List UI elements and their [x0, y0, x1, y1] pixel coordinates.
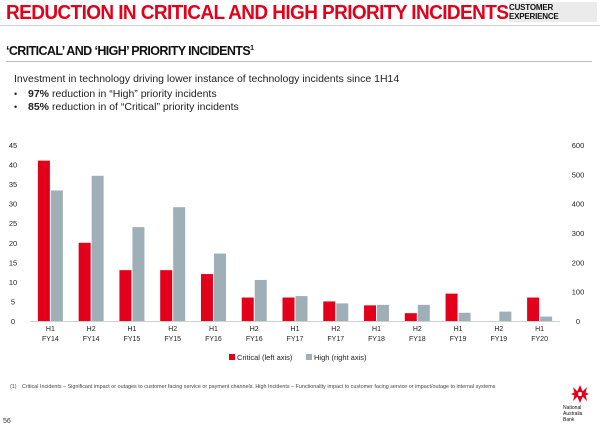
high-bar [336, 303, 349, 321]
right-axis-tick-label: 300 [572, 229, 585, 238]
right-axis-tick-label: 600 [572, 141, 585, 150]
critical-bar [404, 313, 417, 321]
left-axis-tick-label: 30 [9, 200, 17, 209]
x-axis-tick-label: H2 [250, 326, 259, 333]
x-axis-tick-label: FY17 [327, 336, 344, 343]
high-bar [499, 311, 512, 321]
critical-bar [37, 160, 50, 321]
page-number: 56 [3, 418, 11, 425]
bullet-highlight: 85% [28, 100, 50, 113]
x-axis-tick-label: FY18 [409, 336, 426, 343]
bullet-text: reduction in of “Critical” priority inci… [52, 100, 239, 113]
high-bar [540, 316, 553, 321]
logo-text-line: Australia [563, 411, 583, 417]
critical-bar [160, 270, 173, 321]
left-axis-tick-label: 10 [9, 278, 17, 287]
x-axis-tick-label: FY15 [164, 336, 181, 343]
legend-label-high: High (right axis) [314, 353, 367, 362]
left-axis-tick-label: 20 [9, 239, 17, 248]
bullet-list: • 97% reduction in “High” priority incid… [14, 87, 239, 113]
x-axis-tick-label: H1 [209, 326, 218, 333]
critical-bar [364, 305, 377, 321]
x-axis-tick-label: FY17 [287, 336, 304, 343]
intro-text: Investment in technology driving lower i… [14, 73, 400, 85]
x-axis-tick-label: FY19 [450, 336, 467, 343]
right-axis-tick-label: 400 [572, 200, 585, 209]
left-axis-tick-label: 15 [9, 258, 17, 267]
right-axis-tick-label: 0 [576, 317, 580, 326]
critical-bar [241, 297, 254, 321]
x-axis-tick-label: H1 [46, 326, 55, 333]
page-title: REDUCTION IN CRITICAL AND HIGH PRIORITY … [6, 2, 509, 25]
x-axis-tick-label: H2 [87, 326, 96, 333]
x-axis-tick-label: H2 [413, 326, 422, 333]
critical-bar [119, 270, 132, 321]
chart-section-title: ‘CRITICAL’ AND ‘HIGH’ PRIORITY INCIDENTS… [6, 44, 254, 58]
left-axis-tick-label: 35 [9, 180, 17, 189]
x-axis-tick-label: H1 [372, 326, 381, 333]
bullet-text: reduction in “High” priority incidents [52, 87, 217, 100]
high-bar [417, 304, 430, 321]
logo-text: National Australia Bank [563, 405, 597, 423]
x-axis-tick-label: H2 [168, 326, 177, 333]
critical-bar [282, 297, 295, 321]
x-axis-tick-label: FY20 [531, 336, 548, 343]
bullet-icon: • [14, 101, 18, 112]
high-bar [173, 207, 186, 321]
critical-bar [527, 297, 540, 321]
star-logo-icon [571, 385, 589, 403]
left-axis-tick-label: 40 [9, 161, 17, 170]
logo-text-line: National [563, 405, 582, 411]
x-axis-tick-label: FY14 [42, 336, 59, 343]
critical-bar [445, 293, 458, 321]
legend-swatch-critical [229, 354, 235, 360]
x-axis-tick-label: FY16 [246, 336, 263, 343]
section-divider [6, 61, 592, 62]
high-bar [458, 312, 471, 321]
critical-bar [200, 274, 213, 321]
bullet-item: • 97% reduction in “High” priority incid… [14, 87, 239, 100]
incidents-chart: 0 5 10 15 20 25 30 35 40 45 0 100 200 300 400 500 600 H1 F… [9, 141, 585, 362]
chart-section-title-text: ‘CRITICAL’ AND ‘HIGH’ PRIORITY INCIDENTS [6, 44, 251, 58]
x-axis-tick-label: H1 [454, 326, 463, 333]
high-bar [132, 227, 145, 321]
x-axis-tick-label: H1 [535, 326, 544, 333]
high-bar [91, 175, 104, 321]
x-axis-tick-label: FY15 [124, 336, 141, 343]
x-axis-tick-label: H2 [331, 326, 340, 333]
right-axis-tick-label: 200 [572, 258, 585, 267]
title-divider [0, 25, 600, 26]
critical-bar [323, 301, 336, 321]
x-axis-tick-label: FY14 [83, 336, 100, 343]
right-axis-tick-label: 100 [572, 288, 585, 297]
footnote-ref: 1 [250, 44, 254, 52]
left-axis-tick-label: 0 [11, 317, 15, 326]
right-axis-tick-label: 500 [572, 170, 585, 179]
footnote-number: (1) [10, 384, 17, 390]
high-bar [295, 296, 308, 321]
bullet-item: • 85% reduction in of “Critical” priorit… [14, 100, 239, 113]
left-axis-tick-label: 5 [11, 297, 15, 306]
logo-text-line: Bank [563, 417, 575, 423]
high-bar [377, 304, 390, 321]
x-axis-tick-label: FY16 [205, 336, 222, 343]
bullet-highlight: 97% [28, 87, 50, 100]
x-axis-tick-label: FY19 [490, 336, 507, 343]
x-axis-tick-label: H2 [494, 326, 503, 333]
x-axis-tick-label: FY18 [368, 336, 385, 343]
x-axis-tick-label: H1 [127, 326, 136, 333]
x-axis-tick-label: H1 [291, 326, 300, 333]
high-bar [213, 253, 226, 321]
high-bar [50, 190, 63, 321]
footnote-text: Critical Incidents – Significant impact … [22, 384, 496, 390]
left-axis-tick-label: 25 [9, 219, 17, 228]
section-tag: CUSTOMER EXPERIENCE [509, 2, 597, 22]
footnote: (1) Critical Incidents – Significant impa… [10, 384, 495, 390]
legend-label-critical: Critical (left axis) [237, 353, 293, 362]
high-bar [254, 279, 267, 321]
left-axis-tick-label: 45 [9, 141, 17, 150]
legend-swatch-high [306, 354, 312, 360]
bullet-icon: • [14, 88, 18, 99]
critical-bar [78, 242, 91, 321]
